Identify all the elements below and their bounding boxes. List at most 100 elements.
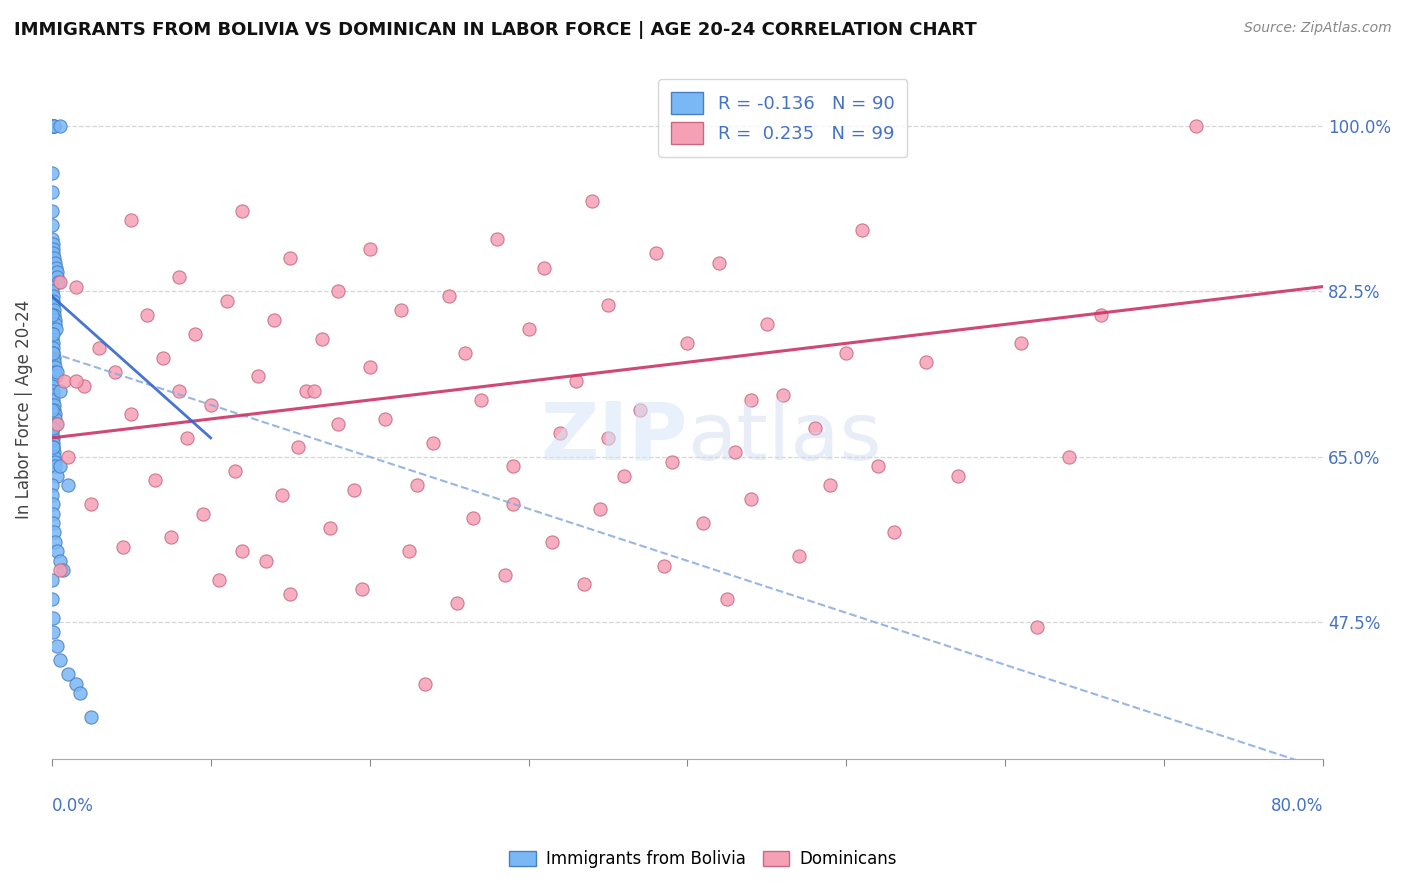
Point	[533, 260, 555, 275]
Point	[41, 421, 63, 435]
Point	[42, 392, 65, 407]
Point	[517, 322, 540, 336]
Point	[41, 289, 63, 303]
Point	[42, 119, 65, 133]
Point	[1090, 308, 1112, 322]
Point	[914, 355, 936, 369]
Point	[883, 525, 905, 540]
Point	[41, 279, 63, 293]
Point	[42, 445, 65, 459]
Point	[413, 677, 436, 691]
Text: Source: ZipAtlas.com: Source: ZipAtlas.com	[1244, 21, 1392, 35]
Point	[565, 374, 588, 388]
Point	[56, 478, 79, 492]
Point	[41, 332, 63, 346]
Point	[41, 285, 63, 299]
Point	[41, 573, 63, 587]
Point	[596, 298, 619, 312]
Point	[42, 507, 65, 521]
Point	[41, 119, 63, 133]
Text: ZIP: ZIP	[540, 399, 688, 476]
Text: atlas: atlas	[688, 399, 882, 476]
Point	[42, 516, 65, 530]
Point	[56, 667, 79, 681]
Point	[644, 246, 666, 260]
Point	[724, 445, 747, 459]
Point	[120, 407, 142, 421]
Point	[589, 501, 612, 516]
Point	[42, 398, 65, 412]
Point	[41, 478, 63, 492]
Point	[224, 464, 246, 478]
Point	[287, 441, 309, 455]
Point	[48, 653, 70, 667]
Point	[44, 412, 66, 426]
Legend: Immigrants from Bolivia, Dominicans: Immigrants from Bolivia, Dominicans	[503, 844, 903, 875]
Point	[143, 474, 166, 488]
Point	[398, 544, 420, 558]
Y-axis label: In Labor Force | Age 20-24: In Labor Force | Age 20-24	[15, 300, 32, 519]
Point	[44, 119, 66, 133]
Point	[709, 256, 731, 270]
Point	[254, 554, 277, 568]
Point	[48, 554, 70, 568]
Point	[740, 492, 762, 507]
Point	[46, 270, 69, 285]
Point	[446, 596, 468, 610]
Point	[406, 478, 429, 492]
Point	[167, 270, 190, 285]
Point	[80, 497, 103, 511]
Point	[44, 308, 66, 322]
Point	[247, 369, 270, 384]
Point	[787, 549, 810, 563]
Point	[946, 468, 969, 483]
Point	[44, 525, 66, 540]
Point	[652, 558, 675, 573]
Point	[740, 392, 762, 407]
Point	[302, 384, 325, 398]
Point	[263, 312, 285, 326]
Point	[41, 497, 63, 511]
Point	[803, 421, 825, 435]
Point	[271, 488, 294, 502]
Point	[42, 341, 65, 355]
Point	[772, 388, 794, 402]
Point	[437, 289, 460, 303]
Point	[49, 119, 72, 133]
Point	[65, 279, 87, 293]
Point	[120, 213, 142, 227]
Point	[45, 639, 67, 653]
Point	[80, 710, 103, 724]
Point	[628, 402, 651, 417]
Point	[461, 511, 484, 525]
Point	[502, 459, 524, 474]
Point	[41, 308, 63, 322]
Point	[1185, 119, 1208, 133]
Point	[613, 468, 636, 483]
Point	[167, 384, 190, 398]
Point	[326, 285, 349, 299]
Point	[231, 544, 253, 558]
Point	[1010, 336, 1032, 351]
Point	[470, 392, 492, 407]
Point	[152, 351, 174, 365]
Point	[422, 435, 444, 450]
Point	[44, 450, 66, 464]
Point	[48, 275, 70, 289]
Point	[676, 336, 699, 351]
Point	[41, 119, 63, 133]
Point	[48, 384, 70, 398]
Point	[44, 318, 66, 332]
Point	[755, 318, 778, 332]
Point	[44, 365, 66, 379]
Point	[41, 426, 63, 441]
Point	[45, 265, 67, 279]
Point	[89, 341, 111, 355]
Point	[716, 591, 738, 606]
Point	[65, 677, 87, 691]
Point	[41, 203, 63, 218]
Point	[319, 521, 342, 535]
Point	[311, 332, 333, 346]
Point	[494, 568, 516, 582]
Point	[278, 251, 301, 265]
